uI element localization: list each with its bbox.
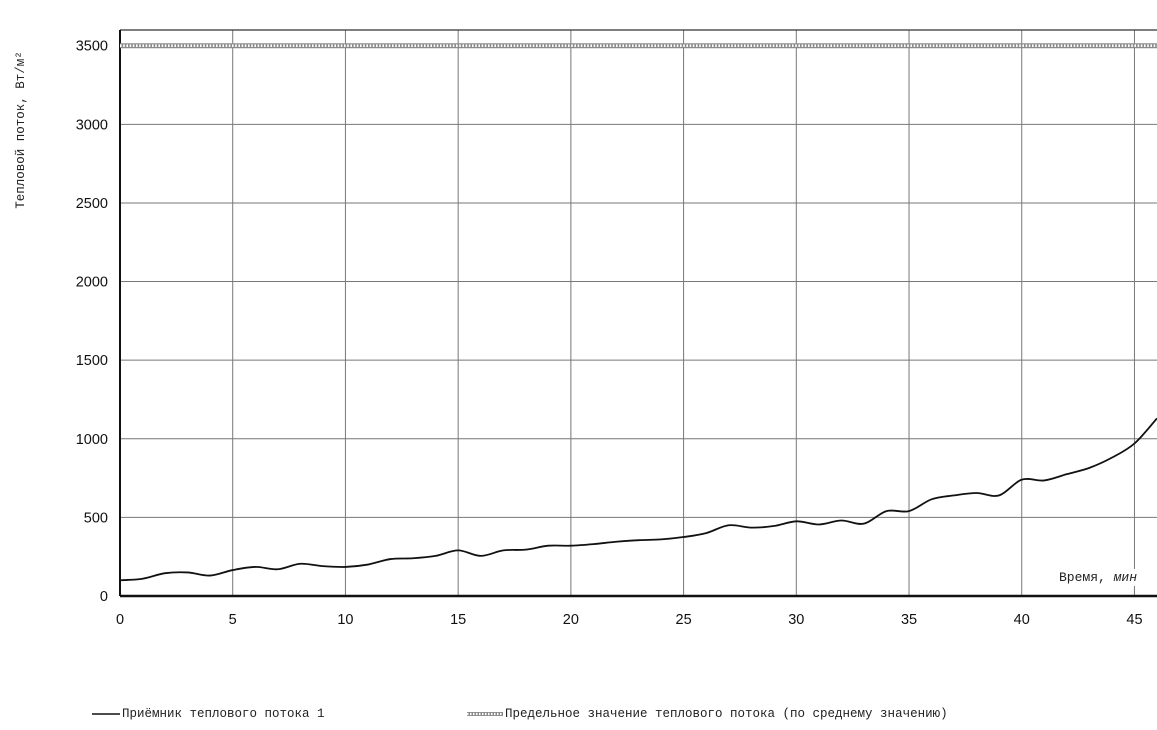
y-tick-label: 2500 <box>76 196 108 212</box>
legend-label-series-2: Предельное значение теплового потока (по… <box>505 707 948 721</box>
grid <box>120 30 1157 596</box>
x-axis-label-unit: мин <box>1113 570 1138 585</box>
y-tick-label: 1500 <box>76 353 108 369</box>
legend-solid-line-icon <box>92 712 120 715</box>
x-tick-label: 5 <box>229 612 237 628</box>
x-tick-label: 25 <box>676 612 692 628</box>
x-tick-label: 0 <box>116 612 124 628</box>
x-tick-label: 10 <box>337 612 353 628</box>
x-axis-label: Время, мин <box>1055 569 1141 586</box>
x-tick-label: 45 <box>1126 612 1142 628</box>
x-tick-label: 35 <box>901 612 917 628</box>
x-tick-label: 20 <box>563 612 579 628</box>
y-tick-label: 3000 <box>76 117 108 133</box>
y-tick-label: 1000 <box>76 432 108 448</box>
y-tick-label: 3500 <box>76 39 108 55</box>
y-axis-label: Тепловой поток, Вт/м² <box>14 51 28 209</box>
legend-item-series-2: Предельное значение теплового потока (по… <box>467 707 948 721</box>
legend-hatched-line-icon <box>467 711 503 716</box>
axes <box>119 29 1157 598</box>
x-axis-label-main: Время, <box>1059 570 1114 585</box>
x-tick-label: 40 <box>1014 612 1030 628</box>
y-tick-label: 0 <box>100 589 108 605</box>
y-tick-label: 2000 <box>76 275 108 291</box>
tick-labels: 0 5 10 15 20 25 30 35 40 45 0 500 1000 1500 2000 2500 30… <box>76 39 1143 628</box>
series-line-1 <box>119 417 1157 582</box>
legend-label-series-1: Приёмник теплового потока 1 <box>122 707 325 721</box>
x-tick-label: 30 <box>788 612 804 628</box>
series <box>119 43 1157 582</box>
x-tick-label: 15 <box>450 612 466 628</box>
y-tick-label: 500 <box>84 510 108 526</box>
legend-item-series-1: Приёмник теплового потока 1 <box>92 707 325 721</box>
svg-text:Время, мин: Время, мин <box>1059 570 1137 585</box>
